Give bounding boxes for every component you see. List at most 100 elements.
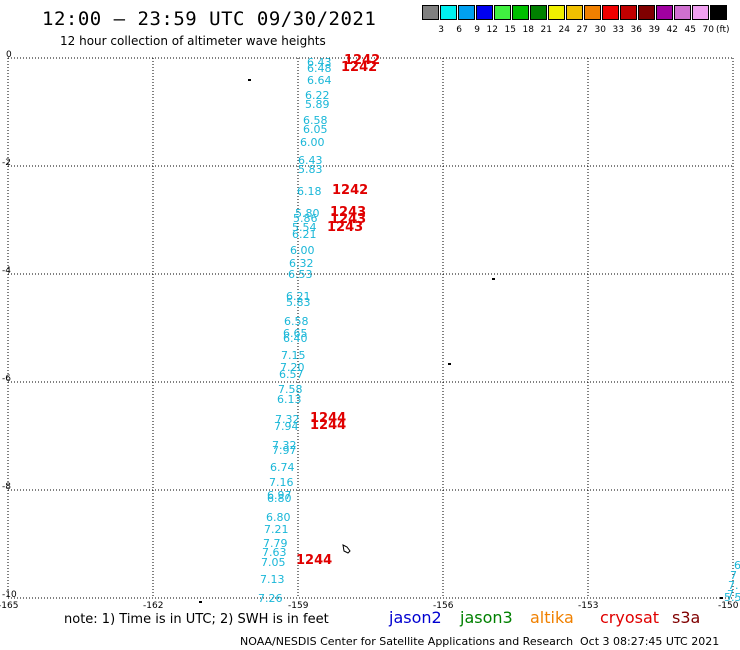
- legend-label: 15: [504, 25, 516, 35]
- wave-height-value: 6.40: [283, 332, 308, 345]
- time-label: 1243: [330, 205, 367, 220]
- time-label: 1242: [344, 53, 381, 68]
- wave-height-value: 5.86: [293, 212, 318, 225]
- latitude-label: -6: [2, 374, 11, 384]
- legend-label: 12: [486, 25, 498, 35]
- legend-swatch: [656, 5, 673, 20]
- wave-height-value: 7.63: [262, 546, 287, 559]
- wave-height-value: 7.58: [278, 383, 303, 396]
- credit-date: Oct 3 08:27:45 UTC 2021: [580, 635, 720, 648]
- island-outline: [342, 544, 351, 554]
- island-marker: [720, 597, 723, 599]
- wave-height-value: 5.54: [292, 221, 317, 234]
- legend-label: 9: [474, 25, 480, 35]
- legend-swatch: [494, 5, 511, 20]
- legend-label: 70: [702, 25, 714, 35]
- latitude-label: -4: [2, 266, 11, 276]
- legend-label: 45: [684, 25, 696, 35]
- island-marker: [448, 363, 451, 365]
- time-label: 1244: [310, 411, 347, 426]
- longitude-label: -165: [0, 601, 19, 611]
- wave-height-value: 6.58: [303, 114, 328, 127]
- legend-label: 33: [612, 25, 624, 35]
- wave-height-value: 6.05: [303, 123, 328, 136]
- wave-height-value: 7.32: [272, 439, 297, 452]
- island-marker: [248, 79, 251, 81]
- wave-height-value: 7.05: [261, 556, 286, 569]
- island-marker: [492, 278, 495, 280]
- legend-label: 6: [456, 25, 462, 35]
- wave-height-value: 6.48: [307, 62, 332, 75]
- wave-height-value: 6.18: [297, 185, 322, 198]
- wave-height-value: 6.32: [289, 257, 314, 270]
- time-label: 1242: [341, 60, 378, 75]
- legend-swatch: [674, 5, 691, 20]
- legend-swatch: [458, 5, 475, 20]
- wave-height-value: 5.89: [305, 98, 330, 111]
- wave-height-value: 7.32: [275, 413, 300, 426]
- latitude-label: -10: [2, 590, 17, 600]
- wave-height-value: 5.80: [295, 207, 320, 220]
- wave-height-value: 6.53: [288, 268, 313, 281]
- wave-height-value: 6.21: [286, 290, 311, 303]
- legend-label: 42: [666, 25, 678, 35]
- legend-label: 39: [648, 25, 660, 35]
- legend-swatch: [422, 5, 439, 20]
- satellite-label: cryosat: [600, 608, 660, 627]
- satellite-label: altika: [530, 608, 574, 627]
- legend-swatch: [710, 5, 727, 20]
- satellite-label: s3a: [672, 608, 701, 627]
- wave-height-value: 7.79: [263, 537, 288, 550]
- wave-height-value: 6.80: [266, 511, 291, 524]
- wave-height-value: 7.97: [272, 444, 297, 457]
- wave-height-value: 7.94: [274, 420, 299, 433]
- time-label: 1242: [332, 183, 369, 198]
- longitude-label: -162: [143, 601, 164, 611]
- wave-height-value: 5.83: [298, 163, 323, 176]
- legend-label: 21: [540, 25, 552, 35]
- wave-height-value: 7.26: [258, 592, 283, 605]
- legend-swatch: [476, 5, 493, 20]
- legend-swatch: [512, 5, 529, 20]
- wave-height-value: 6.57: [279, 368, 304, 381]
- wave-height-value: 7.: [727, 588, 738, 601]
- time-label: 1243: [327, 220, 364, 235]
- wave-height-value: 6.21: [292, 228, 317, 241]
- wave-height-value: 7.15: [281, 349, 306, 362]
- legend-label: 3: [438, 25, 444, 35]
- legend-swatch: [638, 5, 655, 20]
- longitude-label: -153: [578, 601, 599, 611]
- legend-swatch: [530, 5, 547, 20]
- wave-height-value: 6.00: [300, 136, 325, 149]
- legend-label: 18: [522, 25, 534, 35]
- wave-height-value: 5.83: [286, 296, 311, 309]
- legend-swatch: [548, 5, 565, 20]
- wave-height-value: 6.22: [305, 89, 330, 102]
- wave-height-value: 6: [734, 559, 740, 572]
- time-label: 1244: [310, 418, 347, 433]
- wave-height-value: 5.5: [724, 591, 740, 604]
- legend-swatch: [692, 5, 709, 20]
- wave-height-value: 6.58: [284, 315, 309, 328]
- longitude-label: -156: [433, 601, 454, 611]
- legend-label: 24: [558, 25, 570, 35]
- wave-height-value: 6.43: [298, 154, 323, 167]
- legend-swatch: [566, 5, 583, 20]
- island-marker: [199, 601, 202, 603]
- satellite-label: jason2: [389, 608, 442, 627]
- legend-swatch: [584, 5, 601, 20]
- wave-height-value: 6.64: [307, 74, 332, 87]
- satellite-label: jason3: [460, 608, 513, 627]
- wave-height-value: 6.80: [267, 492, 292, 505]
- wave-height-value: 7: [730, 569, 737, 582]
- wave-height-value: 7.: [728, 579, 739, 592]
- legend-swatch: [440, 5, 457, 20]
- longitude-label: -150: [718, 601, 739, 611]
- wave-height-value: 7.21: [264, 523, 289, 536]
- footnote: note: 1) Time is in UTC; 2) SWH is in fe…: [64, 612, 329, 627]
- legend-swatch: [602, 5, 619, 20]
- wave-height-value: 7.16: [269, 476, 294, 489]
- legend-label: 36: [630, 25, 642, 35]
- latitude-label: -2: [2, 158, 11, 168]
